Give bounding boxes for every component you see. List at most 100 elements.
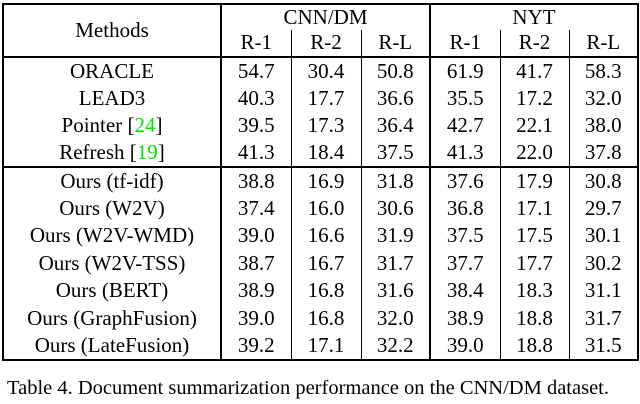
value-cell: 16.8 [290, 277, 361, 305]
value-cell: 50.8 [360, 57, 430, 85]
results-table: Methods CNN/DM NYT R-1 R-2 R-L R-1 R-2 R… [2, 3, 640, 361]
method-label: Ours (BERT) [55, 278, 169, 303]
value-cell: 31.8 [360, 166, 430, 195]
value-cell: 22.0 [499, 139, 569, 167]
value-cell: 16.9 [290, 166, 361, 195]
methods-column-header: Methods [3, 4, 221, 58]
method-label: Ours (tf-idf) [60, 168, 164, 193]
col-header-cnndm-rl: R-L [360, 30, 430, 58]
table-row: Ours (W2V-TSS) 38.7 16.7 31.7 37.7 17.7 … [3, 249, 639, 278]
method-cell: Ours (LateFusion) [3, 332, 221, 360]
method-label: LEAD3 [78, 85, 146, 110]
value-cell: 38.9 [429, 304, 500, 332]
method-cell: LEAD3 [3, 85, 221, 113]
method-label: Ours (W2V-WMD) [29, 223, 195, 248]
value-cell: 37.8 [568, 139, 639, 167]
method-label: ORACLE [70, 58, 154, 83]
value-cell: 35.5 [429, 84, 500, 112]
value-cell: 30.2 [568, 249, 639, 277]
value-cell: 38.9 [220, 277, 291, 305]
value-cell: 54.7 [220, 57, 291, 85]
method-label: Pointer [ [61, 113, 135, 138]
value-cell: 17.5 [499, 222, 569, 250]
value-cell: 17.1 [290, 332, 361, 360]
value-cell: 37.5 [429, 222, 500, 250]
method-label-suffix: ] [157, 140, 165, 165]
value-cell: 30.8 [568, 166, 639, 195]
value-cell: 37.6 [429, 166, 500, 195]
value-cell: 22.1 [499, 112, 569, 140]
header-row-metrics: R-1 R-2 R-L R-1 R-2 R-L [3, 30, 639, 58]
value-cell: 31.9 [360, 222, 430, 250]
table-caption: Table 4. Document summarization performa… [7, 377, 609, 399]
value-cell: 61.9 [429, 57, 500, 85]
method-label: Ours (GraphFusion) [27, 305, 197, 330]
value-cell: 16.6 [290, 222, 361, 250]
value-cell: 17.7 [290, 84, 361, 112]
method-cell: Ours (W2V-TSS) [3, 250, 221, 278]
value-cell: 38.0 [568, 112, 639, 140]
method-label: Ours (LateFusion) [34, 332, 190, 357]
table-row: Ours (LateFusion) 39.2 17.1 32.2 39.0 18… [3, 332, 639, 360]
value-cell: 39.2 [220, 332, 291, 360]
value-cell: 38.4 [429, 277, 500, 305]
value-cell: 41.7 [499, 57, 569, 85]
value-cell: 31.1 [568, 277, 639, 305]
group-header-nyt: NYT [428, 4, 639, 30]
method-cell: Ours (tf-idf) [3, 166, 221, 195]
col-header-cnndm-r1: R-1 [220, 30, 291, 58]
method-label: Ours (W2V) [59, 195, 165, 220]
value-cell: 18.8 [499, 332, 569, 360]
value-cell: 39.0 [220, 304, 291, 332]
table-row: LEAD3 40.3 17.7 36.6 35.5 17.2 32.0 [3, 84, 639, 113]
value-cell: 31.7 [360, 249, 430, 277]
value-cell: 31.6 [360, 277, 430, 305]
header-row-groups: Methods CNN/DM NYT [3, 4, 639, 58]
value-cell: 40.3 [220, 84, 291, 112]
table-row: Ours (BERT) 38.9 16.8 31.6 38.4 18.3 31.… [3, 277, 639, 305]
value-cell: 16.7 [290, 249, 361, 277]
value-cell: 41.3 [429, 139, 500, 167]
value-cell: 41.3 [220, 139, 291, 167]
method-cell: Refresh [19] [3, 140, 221, 168]
value-cell: 42.7 [429, 112, 500, 140]
method-cell: Ours (BERT) [3, 277, 221, 305]
method-cell: Ours (W2V) [3, 195, 221, 223]
table-row: ORACLE 54.7 30.4 50.8 61.9 41.7 58.3 [3, 57, 639, 85]
citation-number: 19 [136, 140, 158, 165]
method-cell: ORACLE [3, 57, 221, 85]
value-cell: 18.4 [290, 139, 361, 167]
value-cell: 18.3 [499, 277, 569, 305]
value-cell: 37.5 [360, 139, 430, 167]
value-cell: 36.4 [360, 112, 430, 140]
value-cell: 29.7 [568, 194, 639, 222]
value-cell: 17.7 [499, 249, 569, 277]
table-row: Refresh [19] 41.3 18.4 37.5 41.3 22.0 37… [3, 139, 639, 168]
group-header-cnndm: CNN/DM [220, 4, 430, 30]
value-cell: 39.0 [429, 332, 500, 360]
value-cell: 30.1 [568, 222, 639, 250]
table-row: Ours (tf-idf) 38.8 16.9 31.8 37.6 17.9 3… [3, 166, 639, 195]
method-cell: Ours (W2V-WMD) [3, 222, 221, 250]
value-cell: 17.9 [499, 166, 569, 195]
value-cell: 32.2 [360, 332, 430, 360]
method-label: Ours (W2V-TSS) [38, 250, 186, 275]
col-header-nyt-r1: R-1 [429, 30, 500, 58]
value-cell: 58.3 [568, 57, 639, 85]
method-cell: Pointer [24] [3, 112, 221, 140]
ours-rows-section: Ours (tf-idf) 38.8 16.9 31.8 37.6 17.9 3… [3, 166, 639, 360]
value-cell: 32.0 [360, 304, 430, 332]
method-label-suffix: ] [155, 113, 163, 138]
col-header-nyt-r2: R-2 [499, 30, 569, 58]
method-cell: Ours (GraphFusion) [3, 305, 221, 333]
value-cell: 38.8 [220, 166, 291, 195]
value-cell: 16.0 [290, 194, 361, 222]
value-cell: 30.6 [360, 194, 430, 222]
value-cell: 16.8 [290, 304, 361, 332]
baseline-rows-section: ORACLE 54.7 30.4 50.8 61.9 41.7 58.3 LEA… [3, 57, 639, 168]
col-header-cnndm-r2: R-2 [290, 30, 361, 58]
table-row: Pointer [24] 39.5 17.3 36.4 42.7 22.1 38… [3, 112, 639, 140]
table-row: Ours (W2V-WMD) 39.0 16.6 31.9 37.5 17.5 … [3, 222, 639, 250]
value-cell: 37.7 [429, 249, 500, 277]
